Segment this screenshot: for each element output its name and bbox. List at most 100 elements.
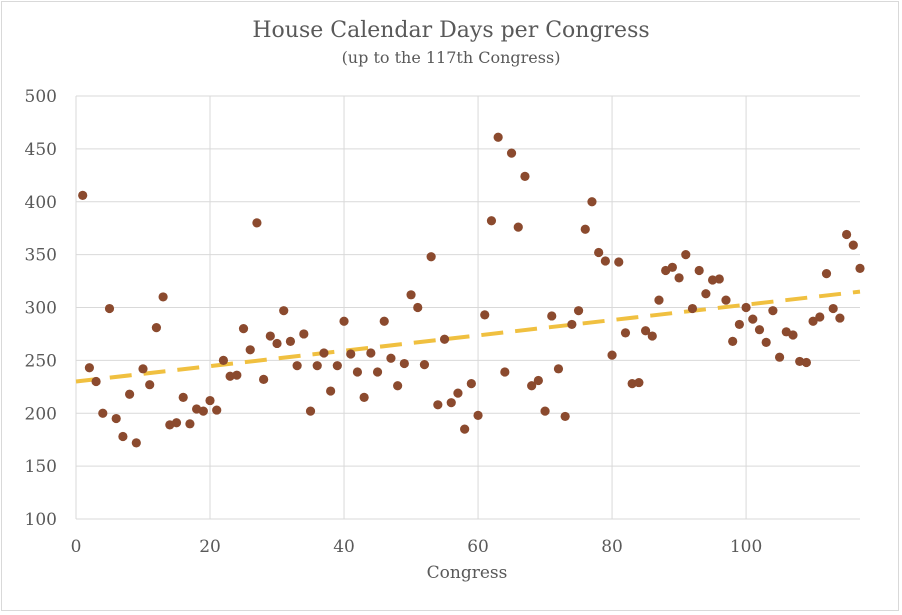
data-point	[594, 247, 604, 258]
data-point	[326, 386, 336, 396]
y-tick-label: 100	[25, 510, 57, 530]
data-point	[198, 406, 208, 416]
y-axis-ticks: 100 150 200 250 300 350 400 450 500	[25, 87, 57, 530]
x-tick-label: 40	[333, 537, 355, 557]
data-point	[841, 229, 852, 240]
data-point	[446, 398, 456, 408]
y-tick-label: 350	[25, 246, 57, 266]
data-point	[513, 222, 523, 232]
data-point	[821, 269, 832, 279]
data-point	[694, 265, 704, 276]
data-point	[600, 256, 610, 266]
data-point	[855, 263, 865, 273]
data-point	[439, 334, 450, 344]
data-point	[480, 310, 490, 320]
data-point	[292, 361, 302, 371]
data-point	[748, 314, 758, 324]
data-point	[252, 218, 262, 228]
data-point	[761, 337, 771, 347]
data-point	[607, 350, 617, 360]
data-point	[835, 313, 845, 323]
data-point	[460, 424, 470, 434]
data-point	[848, 240, 858, 250]
data-point	[560, 411, 570, 422]
data-point	[486, 216, 497, 226]
x-axis-label: Congress	[427, 563, 508, 583]
data-point	[547, 311, 557, 321]
data-point	[205, 395, 215, 406]
data-point	[714, 274, 724, 284]
data-point	[118, 431, 128, 442]
data-point	[232, 370, 242, 380]
data-point	[372, 367, 383, 377]
y-tick-label: 500	[25, 87, 57, 107]
data-point	[533, 375, 543, 386]
data-point	[473, 410, 483, 420]
data-point	[553, 364, 564, 374]
data-point	[151, 322, 162, 333]
data-point	[728, 336, 738, 346]
x-tick-label: 20	[199, 537, 221, 557]
data-point	[386, 353, 396, 363]
data-point	[580, 224, 590, 234]
x-axis-ticks: 0 20 40 60 80 100	[71, 537, 763, 557]
data-point	[640, 326, 651, 336]
data-point	[145, 380, 155, 390]
data-point	[138, 364, 148, 374]
data-point	[828, 303, 838, 314]
trend-line-group	[75, 289, 861, 384]
data-point	[218, 355, 229, 365]
data-point	[667, 262, 677, 272]
data-point	[721, 295, 731, 305]
data-point	[413, 302, 423, 313]
data-point	[158, 292, 168, 302]
trend-line	[75, 289, 861, 384]
data-point	[305, 406, 316, 416]
y-tick-label: 450	[25, 140, 57, 160]
y-tick-label: 400	[25, 193, 57, 213]
data-point	[131, 438, 141, 448]
data-point	[801, 357, 811, 368]
data-point	[78, 190, 88, 201]
y-tick-label: 300	[25, 299, 57, 319]
data-point	[734, 319, 744, 330]
data-point	[573, 306, 584, 316]
data-point	[701, 289, 711, 299]
x-tick-label: 60	[467, 537, 489, 557]
data-point	[453, 388, 463, 398]
data-point	[419, 360, 430, 370]
data-point	[91, 376, 101, 387]
data-point	[312, 361, 322, 371]
data-point	[238, 324, 249, 334]
data-point	[433, 400, 443, 410]
data-point	[84, 363, 95, 373]
data-point	[674, 273, 684, 283]
data-point	[788, 330, 798, 340]
data-point	[741, 302, 751, 313]
data-point	[754, 325, 765, 335]
data-point	[399, 358, 409, 369]
data-point	[406, 290, 416, 300]
data-point	[520, 171, 530, 181]
data-point	[212, 405, 222, 415]
data-point	[272, 338, 282, 349]
data-point	[466, 379, 476, 389]
x-tick-label: 100	[730, 537, 762, 557]
data-point	[687, 303, 698, 314]
data-point	[346, 349, 356, 359]
data-point	[111, 413, 121, 424]
data-point	[647, 331, 657, 341]
data-point	[808, 316, 818, 326]
y-tick-label: 200	[25, 404, 57, 424]
data-point	[319, 348, 329, 358]
data-point	[285, 336, 296, 346]
data-point	[178, 392, 188, 402]
data-point	[379, 316, 389, 326]
data-point	[426, 252, 436, 262]
data-point	[366, 348, 376, 358]
data-point	[774, 352, 785, 362]
data-point	[634, 377, 644, 388]
y-tick-label: 250	[25, 351, 57, 371]
data-point	[393, 381, 403, 391]
